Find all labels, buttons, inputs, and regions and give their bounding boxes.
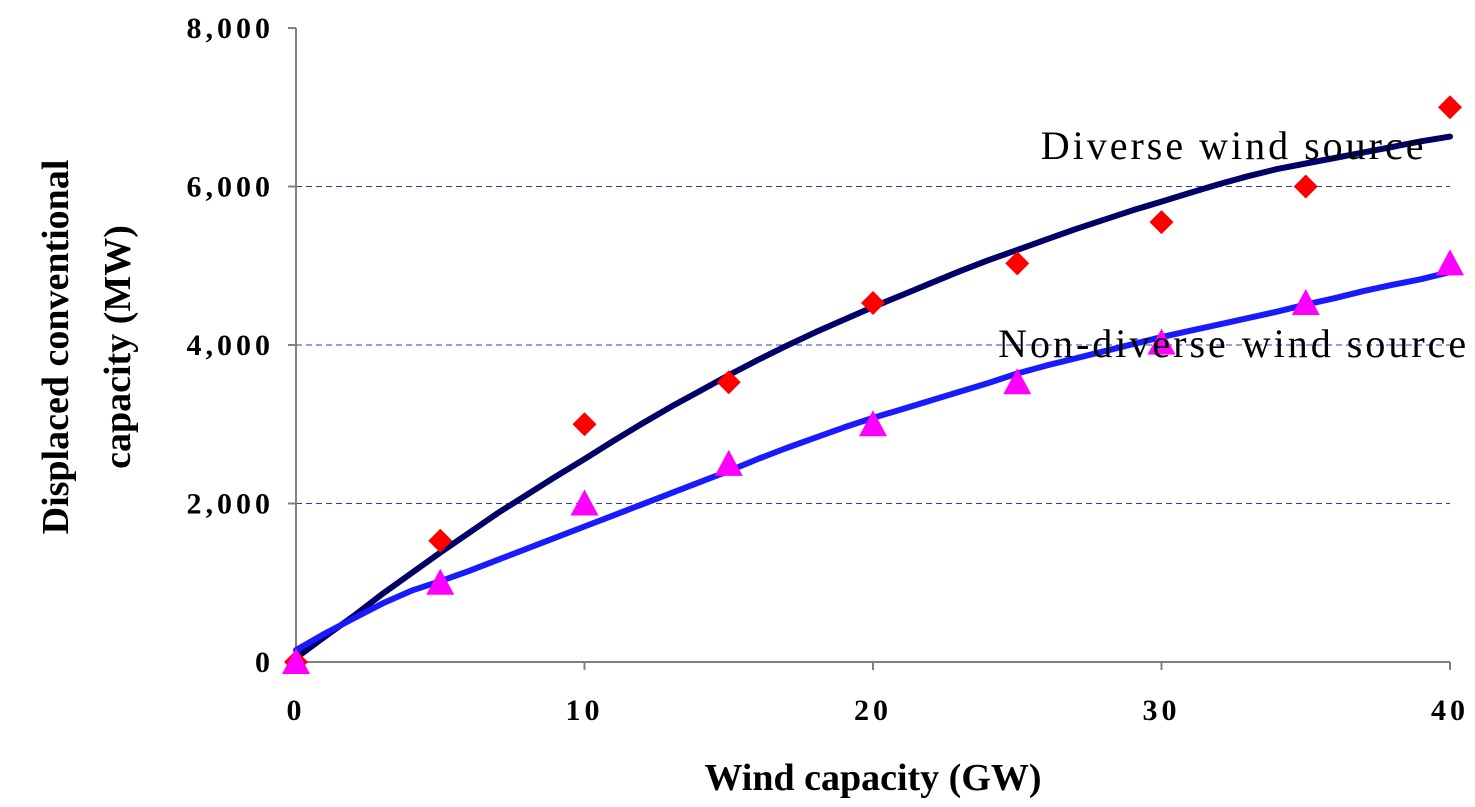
triangle-marker xyxy=(859,410,887,437)
triangle-marker xyxy=(1291,288,1320,315)
x-axis-title: Wind capacity (GW) xyxy=(704,757,1041,799)
tick-labels: 0 2,000 4,000 6,000 8,000 0 10 20 30 40 xyxy=(187,12,1469,727)
triangle-marker xyxy=(1003,368,1032,395)
series-line-0 xyxy=(293,133,1453,661)
y-axis-title: Displaced conventional capacity (MW) xyxy=(35,160,139,535)
diamond-marker xyxy=(1005,251,1030,276)
y-tick-label: 4,000 xyxy=(187,329,275,362)
x-tick-label: 20 xyxy=(854,694,892,727)
diamond-marker xyxy=(716,370,741,395)
diamond-marker xyxy=(861,290,885,315)
triangle-marker xyxy=(426,568,455,595)
triangle-marker xyxy=(570,489,599,516)
x-tick-label: 10 xyxy=(566,694,604,727)
diamond-marker xyxy=(1149,210,1174,235)
x-tick-label: 40 xyxy=(1431,694,1469,727)
y-tick-label: 2,000 xyxy=(187,488,275,521)
y-tick-label: 0 xyxy=(255,646,274,679)
series-annotation: Diverse wind source xyxy=(1041,123,1427,168)
diamond-marker xyxy=(1438,95,1462,120)
y-tick-label: 6,000 xyxy=(187,171,275,204)
series xyxy=(282,95,1464,674)
triangle-marker xyxy=(1147,328,1176,355)
diamond-marker xyxy=(1293,174,1318,199)
y-tick-label: 8,000 xyxy=(187,12,275,45)
y-axis-title-line-2: capacity (MW) xyxy=(97,225,139,469)
gridlines xyxy=(296,186,1450,504)
y-axis-title-line-1: Displaced conventional xyxy=(35,160,77,535)
x-tick-label: 30 xyxy=(1143,694,1181,727)
axes xyxy=(288,27,1451,670)
diamond-marker xyxy=(572,412,597,437)
triangle-marker xyxy=(714,449,743,476)
diamond-marker xyxy=(428,528,453,553)
annotations: Diverse wind source Non-diverse wind sour… xyxy=(998,123,1469,366)
triangle-marker xyxy=(282,648,310,674)
series-annotation: Non-diverse wind source xyxy=(998,321,1469,366)
x-tick-label: 0 xyxy=(287,694,306,727)
triangle-marker xyxy=(1436,249,1464,276)
